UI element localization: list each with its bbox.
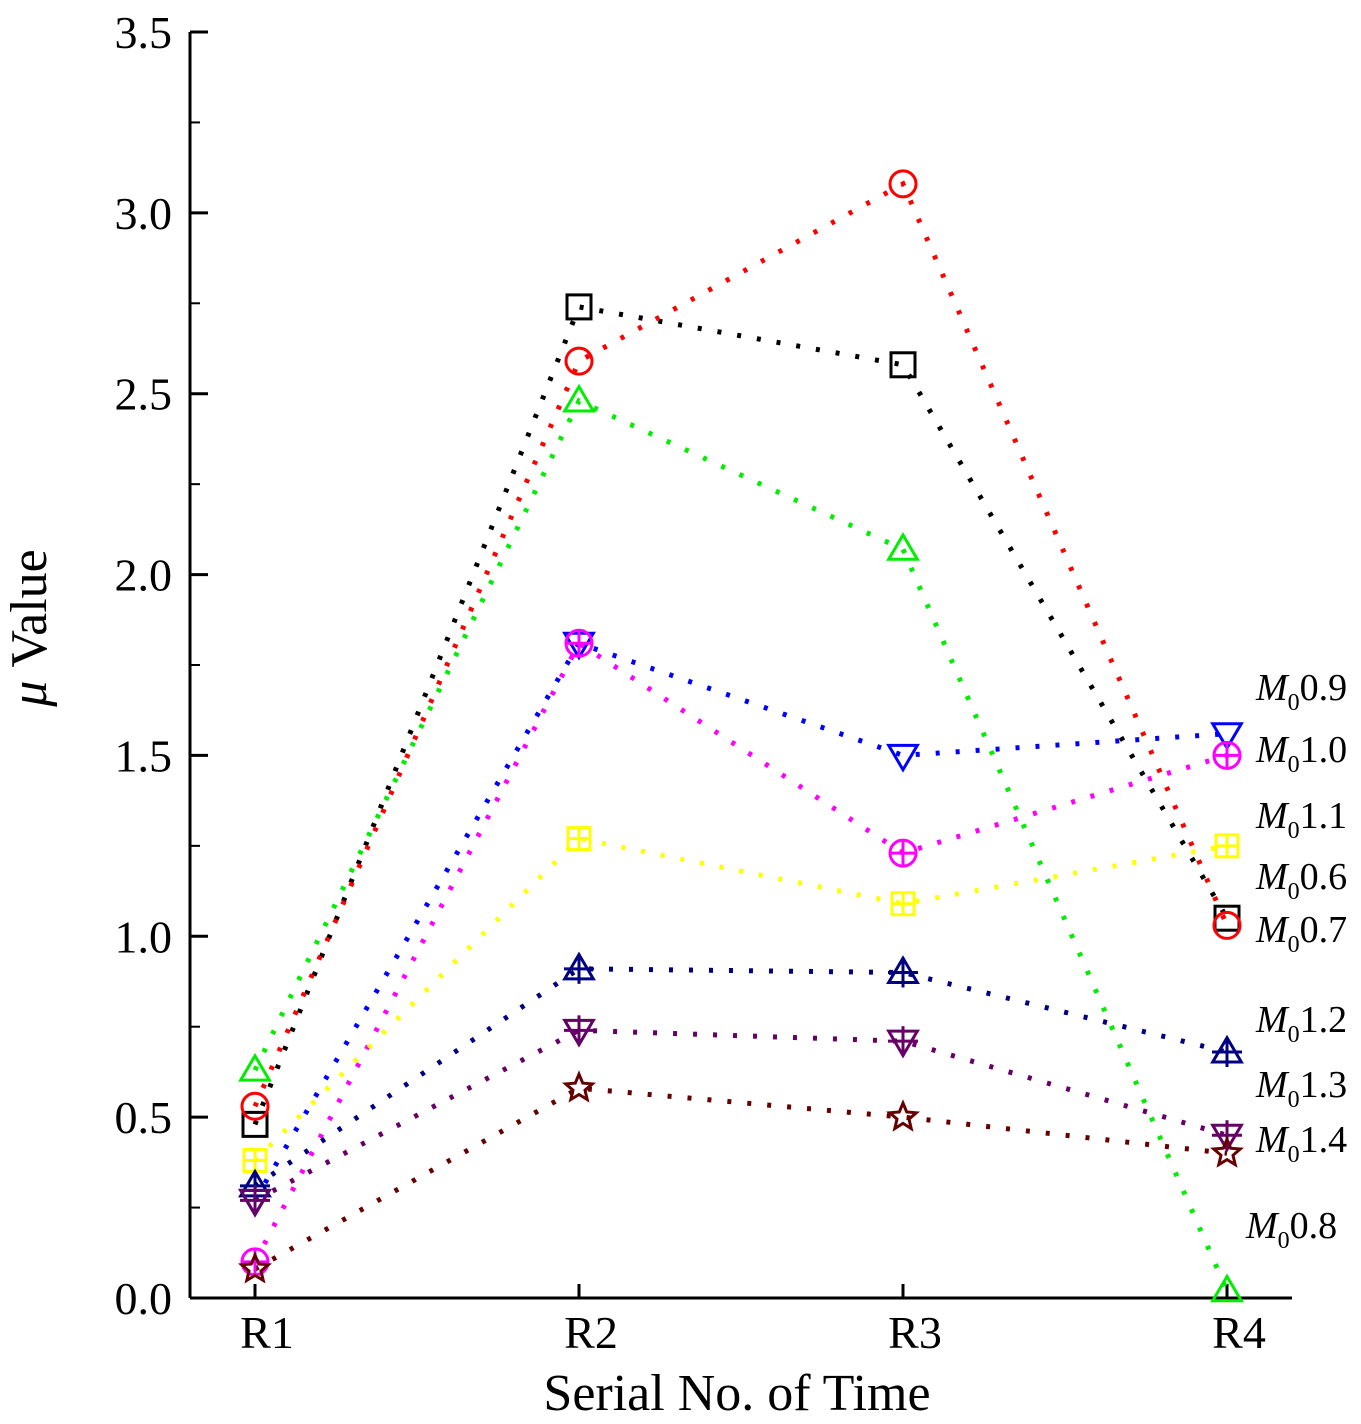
data-point-marker <box>562 1015 596 1048</box>
series-label-sub: 0 <box>1278 1228 1290 1254</box>
series-label-main: M <box>1255 667 1290 709</box>
series-markers <box>237 169 1244 1303</box>
data-point-marker <box>562 1070 596 1103</box>
series-label-sub: 0 <box>1288 879 1300 905</box>
series-label-main: M <box>1255 1119 1290 1161</box>
series-label-main: M <box>1255 729 1290 771</box>
series-label-main: M <box>1255 999 1290 1041</box>
data-point-marker <box>566 826 592 852</box>
series-label: M00.6 <box>1255 856 1347 905</box>
series-line <box>253 1085 1228 1272</box>
series-label-value: 0.6 <box>1300 856 1348 898</box>
data-point-marker <box>1212 740 1242 770</box>
series-label-value: 0.7 <box>1300 909 1348 951</box>
x-tick-label: R4 <box>1212 1307 1266 1358</box>
data-point-marker <box>240 1091 270 1121</box>
series-label-sub: 0 <box>1288 1022 1300 1048</box>
series-label-value: 1.3 <box>1300 1064 1348 1106</box>
data-point-marker <box>886 743 920 773</box>
data-point-marker <box>886 531 920 561</box>
series-labels: M00.9M01.0M01.1M00.6M00.7M01.2M01.3M01.4… <box>1245 667 1347 1254</box>
series-line <box>252 180 1230 1108</box>
series-label-value: 1.0 <box>1300 729 1348 771</box>
data-point-marker <box>237 1251 273 1284</box>
series-label: M01.3 <box>1255 1064 1347 1113</box>
data-point-marker <box>562 383 596 413</box>
data-point-marker <box>888 838 918 868</box>
y-tick-label: 1.5 <box>115 730 173 781</box>
series-label-value: 1.2 <box>1300 999 1348 1041</box>
series-label-main: M <box>1255 909 1290 951</box>
series-label-main: M <box>1255 1064 1290 1106</box>
data-point-marker <box>564 628 594 658</box>
series-label-main: M <box>1255 795 1290 837</box>
series-line <box>252 640 1228 1202</box>
data-point-marker <box>888 169 918 199</box>
data-point-marker <box>238 1052 272 1082</box>
data-point-marker <box>1210 1135 1244 1168</box>
series-label: M01.2 <box>1255 999 1347 1048</box>
data-point-marker <box>564 346 594 376</box>
series-label-value: 0.8 <box>1290 1205 1338 1247</box>
data-point-marker <box>1210 722 1244 751</box>
series-label-value: 1.4 <box>1300 1119 1348 1161</box>
data-point-marker <box>886 1099 920 1132</box>
x-tick-label: R1 <box>240 1307 294 1358</box>
data-point-marker <box>1212 910 1242 940</box>
series-label: M01.0 <box>1255 729 1347 778</box>
data-point-marker <box>1214 833 1240 859</box>
data-point-marker <box>242 1148 268 1174</box>
y-axis-title: μ Value <box>1 549 58 708</box>
data-point-marker <box>565 293 593 321</box>
series-line <box>253 835 1228 1163</box>
y-tick-label: 1.0 <box>115 911 173 962</box>
data-point-marker <box>1210 1120 1244 1153</box>
x-tick-label: R3 <box>888 1307 942 1358</box>
series-label: M00.9 <box>1255 667 1347 716</box>
series-label-value: 0.9 <box>1300 667 1348 709</box>
series-label-sub: 0 <box>1288 690 1300 716</box>
x-ticks: R1 R2 R3 R4 <box>240 1284 1266 1358</box>
data-point-marker <box>241 1110 269 1138</box>
series-label: M01.4 <box>1255 1119 1347 1168</box>
series-label: M00.8 <box>1245 1205 1337 1254</box>
series-label: M01.1 <box>1255 795 1347 844</box>
x-axis-title: Serial No. of Time <box>543 1365 930 1422</box>
series-label-sub: 0 <box>1288 932 1300 958</box>
series-label-main: M <box>1245 1205 1280 1247</box>
series-label-main: M <box>1255 856 1290 898</box>
y-tick-label: 0.0 <box>115 1273 173 1324</box>
y-tick-label: 3.0 <box>115 188 173 239</box>
series-line <box>252 397 1230 1292</box>
data-point-marker <box>1210 1034 1244 1068</box>
data-point-marker <box>1213 904 1241 932</box>
y-ticks: 0.0 0.5 1.0 1.5 2.0 2.5 3.0 3.5 <box>115 7 208 1324</box>
series-lines <box>252 180 1230 1292</box>
y-tick-label: 2.5 <box>115 369 173 420</box>
x-tick-label: R2 <box>564 1307 618 1358</box>
data-point-marker <box>889 351 917 379</box>
series-label-sub: 0 <box>1288 1142 1300 1168</box>
data-point-marker <box>886 1026 920 1059</box>
data-point-marker <box>562 951 596 984</box>
y-tick-label: 2.0 <box>115 550 173 601</box>
series-label: M00.7 <box>1255 909 1347 958</box>
data-point-marker <box>238 1185 272 1218</box>
series-line <box>252 304 1230 1126</box>
series-label-sub: 0 <box>1288 752 1300 778</box>
series-line <box>253 1027 1228 1203</box>
y-tick-label: 3.5 <box>115 7 173 58</box>
series-label-value: 1.1 <box>1300 795 1348 837</box>
data-point-marker <box>886 955 920 988</box>
data-point-marker <box>1210 1273 1244 1303</box>
series-line <box>253 966 1228 1188</box>
series-label-sub: 0 <box>1288 818 1300 844</box>
series-label-sub: 0 <box>1288 1087 1300 1113</box>
y-tick-label: 0.5 <box>115 1092 173 1143</box>
data-point-marker <box>890 891 916 917</box>
